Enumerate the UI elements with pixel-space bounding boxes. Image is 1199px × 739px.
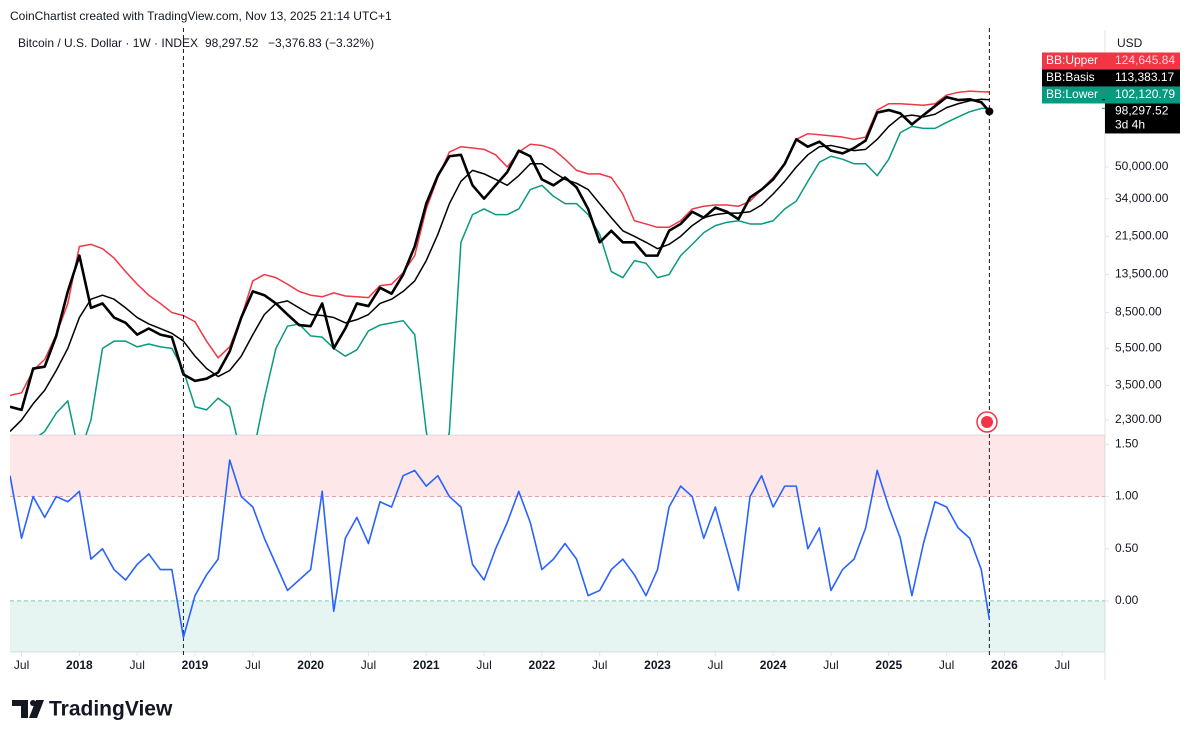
y-tick-label: 8,500.00 <box>1115 305 1162 319</box>
y-tick-label: 0.50 <box>1115 541 1139 555</box>
price-change: −3,376.83 (−3.32%) <box>268 36 374 50</box>
y-tick-label: 2,300.00 <box>1115 412 1162 426</box>
price-line <box>10 98 990 432</box>
series-name-box <box>1042 69 1105 87</box>
price-line <box>10 90 990 397</box>
plot-layer: 2,300.00 3,500.00 5,500.00 8,500.00 13,500.0… <box>10 28 1180 672</box>
x-tick-label: 2024 <box>760 658 787 672</box>
series-value: 102,120.79 <box>1115 87 1175 101</box>
y-tick-label: 1.00 <box>1115 489 1139 503</box>
price-line <box>10 95 991 412</box>
x-tick-label: Jul <box>361 658 376 672</box>
series-value-box <box>1105 86 1180 104</box>
y-tick-label: 3,500.00 <box>1115 378 1162 392</box>
y-tick-label: 50,000.00 <box>1115 159 1169 173</box>
last-price: 98,297.52 <box>205 36 259 50</box>
y-tick-label: 1.50 <box>1115 437 1139 451</box>
last-price-label: 98,297.52 <box>1115 104 1169 118</box>
series-group <box>10 90 991 435</box>
x-tick-label: Jul <box>476 658 491 672</box>
x-tick-label: Jul <box>708 658 723 672</box>
price-line <box>38 107 990 435</box>
series-name: BB:Upper <box>1046 53 1098 67</box>
series-name-box <box>1042 86 1105 104</box>
brand: TradingView <box>49 698 173 721</box>
series-name: BB:Lower <box>1046 87 1098 101</box>
x-tick-label: 2020 <box>297 658 324 672</box>
logo-t <box>12 700 28 718</box>
brand-logo <box>12 700 44 718</box>
series-name-box <box>1042 52 1105 70</box>
oversold-zone <box>10 600 1105 652</box>
countdown-label: 3d 4h <box>1115 118 1145 132</box>
currency: USD <box>1117 36 1143 50</box>
x-tick-label: Jul <box>245 658 260 672</box>
x-tick-label: 2021 <box>413 658 440 672</box>
last-price-box <box>1105 103 1180 134</box>
y-tick-label: 13,500.00 <box>1115 267 1169 281</box>
logo-v <box>29 700 44 718</box>
x-tick-label: Jul <box>14 658 29 672</box>
x-tick-label: 2023 <box>644 658 671 672</box>
x-tick-label: 2026 <box>991 658 1018 672</box>
series-value-box <box>1105 52 1180 70</box>
x-tick-label: Jul <box>823 658 838 672</box>
x-tick-label: 2022 <box>529 658 556 672</box>
credit: CoinChartist created with TradingView.co… <box>10 9 392 23</box>
overbought-zone <box>10 435 1105 497</box>
series-name: BB:Basis <box>1046 70 1095 84</box>
y-tick-label: 21,500.00 <box>1115 229 1169 243</box>
x-tick-label: 2018 <box>66 658 93 672</box>
x-tick-label: Jul <box>1055 658 1070 672</box>
indicator-line <box>10 459 991 639</box>
y-tick-label: 0.00 <box>1115 593 1139 607</box>
x-tick-label: 2025 <box>875 658 902 672</box>
series-value: 113,383.17 <box>1115 70 1174 84</box>
symbol: Bitcoin / U.S. Dollar · 1W · INDEX <box>18 36 198 50</box>
event-icon-dot <box>981 416 993 428</box>
y-tick-label: 5,500.00 <box>1115 341 1162 355</box>
x-tick-label: 2019 <box>182 658 209 672</box>
series-value-box <box>1105 69 1180 87</box>
last-point <box>985 107 994 116</box>
series-value: 124,645.84 <box>1115 53 1175 67</box>
x-tick-label: Jul <box>939 658 954 672</box>
x-tick-label: Jul <box>130 658 145 672</box>
x-tick-label: Jul <box>592 658 607 672</box>
series-group <box>10 459 991 639</box>
y-tick-label: 34,000.00 <box>1115 191 1169 205</box>
panes <box>10 30 1106 680</box>
